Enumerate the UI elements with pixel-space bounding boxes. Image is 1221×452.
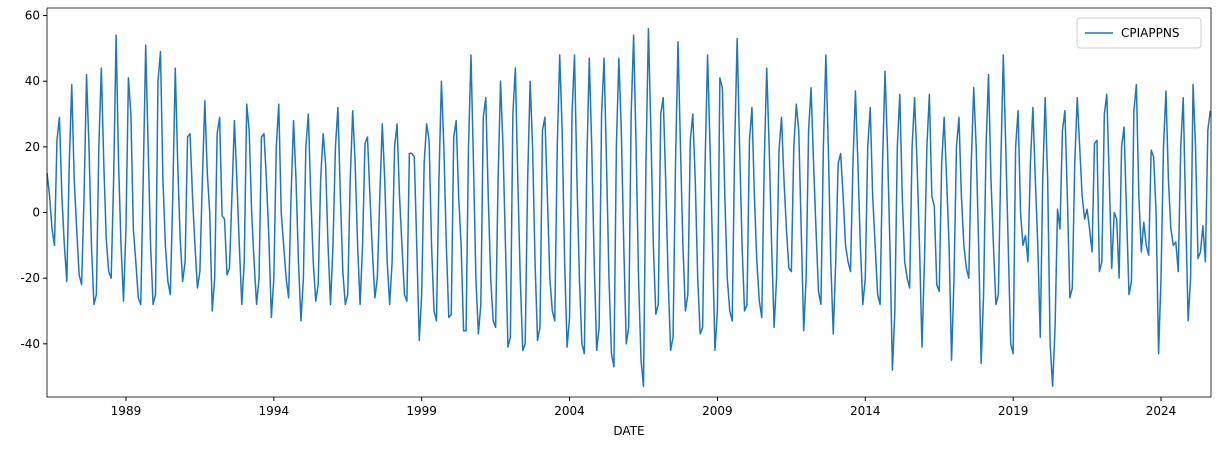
legend-label: CPIAPPNS [1121,26,1179,40]
x-tick-label: 2019 [998,404,1029,418]
y-tick-label: 60 [25,9,40,23]
x-tick-label: 1994 [259,404,290,418]
y-tick-label: -20 [20,271,40,285]
x-tick-label: 2004 [554,404,585,418]
x-tick-label: 1989 [111,404,142,418]
y-tick-label: 0 [32,206,40,220]
y-tick-label: -40 [20,337,40,351]
legend-box [1076,17,1202,49]
y-tick-label: 20 [25,140,40,154]
plot-frame [46,7,1212,398]
x-tick-label: 1999 [406,404,437,418]
y-tick-label: 40 [25,74,40,88]
x-tick-label: 2024 [1146,404,1177,418]
x-tick-label: 2009 [702,404,733,418]
data-line [46,27,1212,388]
x-tick-label: 2014 [850,404,881,418]
x-axis-label: DATE [613,424,644,438]
